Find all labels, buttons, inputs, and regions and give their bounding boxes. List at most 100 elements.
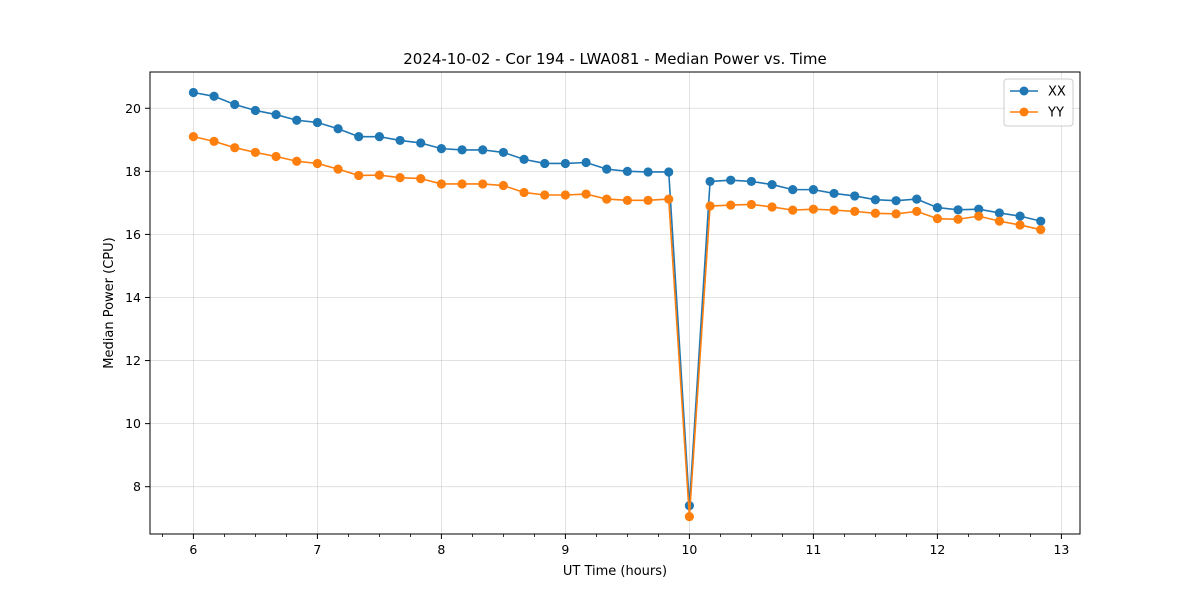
series-xx-point: [891, 196, 901, 206]
series-yy-point: [436, 179, 446, 189]
series-yy-point: [622, 195, 633, 205]
series-yy-point: [271, 151, 281, 162]
series-xx-point: [994, 208, 1005, 218]
series-xx-point: [333, 124, 343, 134]
y-tick-label-14: 14: [125, 290, 141, 305]
series-yy-point: [932, 214, 943, 224]
series-yy-point: [850, 206, 860, 216]
x-tick-label-8: 8: [437, 542, 445, 557]
series-yy-point: [643, 195, 653, 205]
series-xx-point: [540, 158, 550, 169]
series-yy-point: [746, 199, 757, 210]
series-yy-point: [684, 512, 695, 522]
series-xx-point: [664, 167, 674, 177]
series-xx-point: [498, 147, 508, 158]
series-yy-point: [912, 206, 922, 216]
series-xx-point: [581, 157, 591, 168]
series-xx-point: [395, 135, 405, 146]
x-tick-label-13: 13: [1053, 542, 1069, 557]
series-yy-point: [994, 216, 1005, 226]
series-yy-point: [416, 173, 426, 184]
series-yy-point: [498, 180, 508, 191]
y-axis-label: Median Power (CPU): [102, 237, 117, 368]
series-yy-point: [540, 190, 550, 200]
legend: XX YY: [1003, 78, 1074, 127]
x-tick-label-10: 10: [681, 542, 697, 557]
series-xx-point: [788, 185, 798, 195]
series-yy-point: [1036, 225, 1046, 235]
y-tick-label-12: 12: [125, 353, 141, 368]
series-yy-point: [705, 201, 715, 211]
series-yy-point: [457, 179, 467, 189]
series-xx-point: [374, 132, 384, 142]
series-xx-point: [829, 188, 839, 199]
series-xx-point: [560, 158, 571, 169]
series-yy-point: [953, 214, 963, 224]
series-yy-point: [519, 187, 529, 198]
series-layer: [188, 87, 1046, 522]
series-yy-point: [664, 194, 674, 204]
x-tick-label-9: 9: [561, 542, 569, 557]
series-xx-point: [974, 204, 984, 214]
series-xx-point: [354, 132, 364, 142]
series-yy-point: [250, 147, 260, 158]
series-yy-point: [333, 164, 343, 174]
series-yy-point: [230, 143, 240, 153]
x-tick-label-6: 6: [189, 542, 197, 557]
series-yy-point: [808, 204, 819, 214]
series-xx-point: [870, 195, 881, 205]
x-tick-label-12: 12: [929, 542, 945, 557]
series-xx-point: [209, 91, 219, 101]
series-xx-point: [519, 154, 529, 164]
series-yy-point: [767, 202, 777, 212]
series-yy-point: [870, 208, 881, 218]
legend-yy-marker: [1019, 107, 1029, 117]
series-xx-point: [271, 109, 281, 120]
legend-xx-marker: [1019, 86, 1029, 96]
series-xx-point: [953, 205, 963, 215]
y-tick-label-8: 8: [133, 479, 141, 494]
series-yy-point: [726, 200, 736, 210]
series-yy-point: [602, 194, 612, 204]
series-xx-point: [250, 105, 260, 116]
series-xx-point: [912, 194, 922, 204]
x-tick-label-11: 11: [805, 542, 821, 557]
y-tick-label-20: 20: [125, 101, 141, 116]
series-xx-point: [932, 203, 943, 213]
plot-frame: [149, 71, 1081, 535]
series-xx-point: [808, 185, 819, 195]
series-yy-point: [292, 156, 302, 166]
series-yy-point: [374, 170, 384, 180]
x-tick-label-7: 7: [313, 542, 321, 557]
series-xx-point: [705, 176, 715, 187]
series-xx-point: [478, 145, 488, 155]
series-yy-point: [209, 136, 219, 146]
series-xx-point: [230, 99, 240, 110]
series-yy-point: [974, 211, 984, 221]
series-xx-point: [1015, 211, 1025, 221]
series-yy-point: [560, 190, 571, 200]
series-yy-point: [312, 158, 322, 169]
series-xx-point: [1036, 216, 1046, 226]
series-yy-point: [581, 189, 591, 199]
series-yy-point: [188, 132, 198, 142]
series-xx-point: [746, 176, 757, 187]
y-tick-label-10: 10: [125, 416, 141, 431]
series-xx-point: [188, 87, 198, 98]
series-yy-point: [354, 170, 364, 181]
y-tick-label-18: 18: [125, 164, 141, 179]
series-xx-point: [457, 145, 467, 155]
x-axis-label: UT Time (hours): [563, 564, 667, 579]
series-yy-point: [478, 179, 488, 189]
series-yy-point: [788, 205, 798, 215]
chart-title: 2024-10-02 - Cor 194 - LWA081 - Median P…: [403, 50, 827, 68]
series-yy-point: [891, 209, 901, 219]
series-xx-point: [622, 166, 633, 176]
series-xx-point: [292, 115, 302, 125]
series-yy-point: [395, 173, 405, 183]
series-yy-point: [1015, 220, 1025, 230]
plot-area: [150, 72, 1080, 534]
series-xx-point: [643, 167, 653, 177]
y-tick-label-16: 16: [125, 227, 141, 242]
